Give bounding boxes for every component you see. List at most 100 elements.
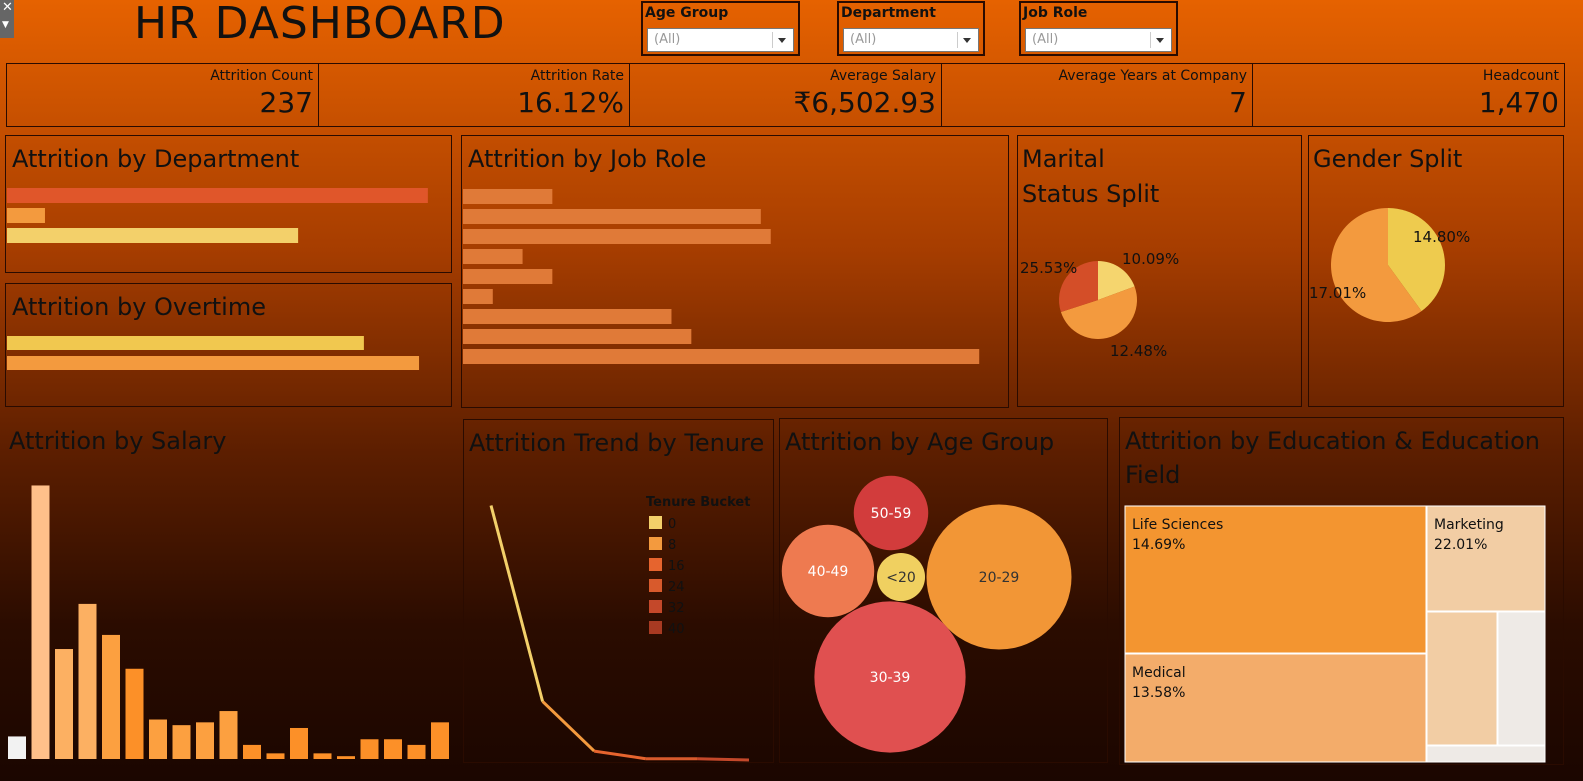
bar (149, 719, 167, 759)
bar (243, 744, 261, 759)
job-role-select[interactable]: (All) (1025, 28, 1172, 52)
bubble-label: 50-59 (871, 506, 912, 522)
treemap-cell (1497, 611, 1546, 746)
panel-title-line2: Field (1125, 461, 1181, 489)
bar (31, 485, 50, 759)
filter-label: Age Group (645, 5, 729, 21)
bar (8, 736, 26, 759)
filter-label: Job Role (1023, 5, 1088, 21)
dropdown-icon: ▼ (2, 20, 9, 30)
education-chart: Life Sciences 14.69% Medical 13.58% Marketin… (1124, 505, 1546, 763)
bar (102, 634, 120, 759)
treemap-cell (1426, 745, 1546, 763)
bar (78, 603, 97, 759)
bubble (814, 601, 966, 753)
tenure-chart: Tenure Bucket 0 8 16 24 32 40 (489, 495, 750, 762)
bubble-label: 30-39 (870, 670, 911, 686)
treemap-value: 14.69% (1132, 537, 1185, 553)
age-group-select[interactable]: (All) (647, 28, 794, 52)
legend-swatch (649, 537, 662, 550)
pie-slice (1098, 261, 1135, 300)
panel-marital: Marital Status Split 10.09% 12.48% 25.53% (1017, 135, 1302, 407)
close-control[interactable]: ✕ ▼ (0, 0, 14, 38)
gender-chart: 14.80% 17.01% (1309, 208, 1470, 322)
legend-swatch (649, 621, 662, 634)
treemap-value: 22.01% (1434, 537, 1487, 553)
bar (463, 249, 523, 264)
pie-label: 25.53% (1020, 259, 1077, 277)
filter-age-group: Age Group (All) (641, 1, 800, 56)
bar (266, 753, 285, 759)
panel-title-line2: Status Split (1022, 180, 1160, 208)
panel-title: Attrition by Age Group (785, 428, 1055, 456)
pie-label: 17.01% (1309, 284, 1366, 302)
panel-title: Attrition by Education & Education (1125, 427, 1540, 455)
kpi-average-years: Average Years at Company 7 (941, 63, 1253, 127)
legend-swatch (649, 600, 662, 613)
filter-department: Department (All) (837, 1, 985, 56)
filter-job-role: Job Role (All) (1019, 1, 1178, 56)
department-chart (7, 188, 428, 243)
legend-title: Tenure Bucket (646, 495, 750, 510)
treemap-cell (1124, 653, 1427, 763)
panel-tenure: Attrition Trend by Tenure Tenure Bucket 0… (463, 419, 774, 763)
treemap-label: Life Sciences (1132, 517, 1223, 533)
series-line (593, 749, 647, 761)
bar (431, 722, 449, 759)
series-line (697, 757, 750, 762)
legend-label: 8 (668, 538, 676, 553)
legend-label: 40 (668, 622, 685, 637)
legend-swatch (649, 579, 662, 592)
panel-title: Gender Split (1313, 145, 1463, 173)
bar (463, 329, 692, 344)
chevron-down-icon (772, 32, 791, 48)
kpi-headcount: Headcount 1,470 (1252, 63, 1565, 127)
bar (407, 744, 426, 759)
bar (172, 725, 191, 759)
bubble-label: 40-49 (808, 564, 849, 580)
panel-gender: Gender Split 14.80% 17.01% (1308, 135, 1564, 407)
treemap-cell (1124, 505, 1427, 654)
bar (290, 727, 308, 759)
bubble-label: <20 (886, 570, 916, 586)
bubble (853, 475, 929, 551)
panel-age-group: Attrition by Age Group 50-59 40-49 <20 20-2… (779, 418, 1108, 763)
bar (313, 753, 332, 759)
panel-title: Attrition by Job Role (468, 145, 707, 173)
bar (337, 756, 355, 759)
bar (219, 711, 238, 759)
chevron-down-icon (1150, 32, 1169, 48)
bar (463, 189, 553, 204)
bar (463, 209, 761, 224)
age-chart: 50-59 40-49 <20 20-29 30-39 (781, 475, 1072, 753)
bar (55, 649, 73, 759)
job-role-chart (463, 189, 980, 364)
panel-title: Attrition Trend by Tenure (469, 429, 765, 457)
legend-label: 0 (668, 517, 676, 532)
legend-swatch (649, 558, 662, 571)
bar (463, 349, 980, 364)
salary-chart (8, 485, 449, 759)
bar (463, 309, 672, 324)
pie-label: 12.48% (1110, 342, 1167, 360)
legend-swatch (649, 516, 662, 529)
bar (196, 722, 214, 759)
bar (7, 208, 45, 223)
pie-label: 10.09% (1122, 250, 1179, 268)
kpi-average-salary: Average Salary ₹6,502.93 (629, 63, 942, 127)
treemap-label: Medical (1132, 665, 1186, 681)
panel-title: Attrition by Department (12, 145, 300, 173)
treemap-cell (1426, 505, 1546, 612)
bubble (781, 524, 875, 618)
pie-slice (1331, 208, 1422, 322)
filter-label: Department (841, 5, 936, 21)
pie-slice (1059, 261, 1098, 313)
kpi-attrition-count: Attrition Count 237 (6, 63, 319, 127)
department-select[interactable]: (All) (843, 28, 979, 52)
pie-label: 14.80% (1413, 228, 1470, 246)
page-title: HR DASHBOARD (134, 0, 506, 49)
bar (463, 269, 553, 284)
pie-slice (1388, 208, 1445, 312)
bar (7, 188, 428, 203)
panel-title: Marital (1022, 145, 1105, 173)
